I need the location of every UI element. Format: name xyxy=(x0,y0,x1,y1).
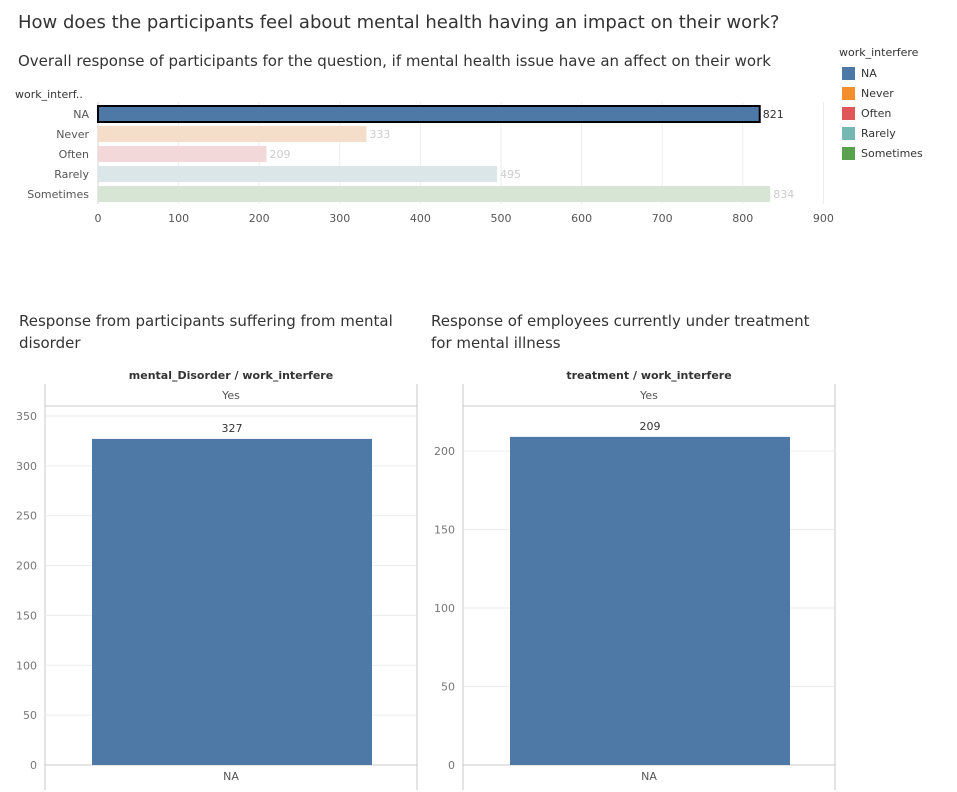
bar-na xyxy=(510,436,790,765)
work-interfere-bar-chart: work_interf.. 0 100 200 300 400 500 600 700 800 90… xyxy=(15,88,834,225)
bar-sometimes xyxy=(98,186,771,202)
data-label: 495 xyxy=(500,168,521,181)
y-tick-label: 0 xyxy=(30,759,37,772)
x-tick-label: 900 xyxy=(813,212,834,225)
y-tick-label: 300 xyxy=(16,460,37,473)
legend-label: Sometimes xyxy=(861,146,923,160)
x-tick-label: 200 xyxy=(249,212,270,225)
y-tick-label: 100 xyxy=(434,602,455,615)
legend-swatch xyxy=(842,106,855,120)
x-tick-label: 500 xyxy=(491,212,512,225)
column-header: Yes xyxy=(639,389,658,402)
x-category-label: NA xyxy=(223,770,239,783)
x-tick-label: 700 xyxy=(652,212,673,225)
legend-label: NA xyxy=(861,66,877,80)
column-header: Yes xyxy=(221,389,240,402)
x-tick-label: 600 xyxy=(571,212,592,225)
bar-often xyxy=(98,146,267,162)
legend-swatch xyxy=(842,126,855,140)
x-tick-label: 800 xyxy=(732,212,753,225)
panel-header: treatment / work_interfere xyxy=(566,369,731,382)
y-tick-label: 200 xyxy=(16,560,37,573)
x-tick-label: 0 xyxy=(95,212,102,225)
category-label: Rarely xyxy=(54,168,89,181)
legend-item-na[interactable]: NA xyxy=(842,65,877,81)
panel1-title: Response from participants suffering fro… xyxy=(19,312,393,352)
y-tick-label: 350 xyxy=(16,410,37,423)
bar-chart-subtitle: Overall response of participants for the… xyxy=(18,52,771,70)
legend-label: Rarely xyxy=(861,126,896,140)
bar-rarely xyxy=(98,166,497,182)
y-axis-label: work_interf.. xyxy=(15,88,83,101)
legend-title: work_interfere xyxy=(839,46,919,59)
legend-swatch xyxy=(842,66,855,80)
data-label: 209 xyxy=(640,420,661,433)
bar-na xyxy=(92,438,372,765)
y-tick-label: 250 xyxy=(16,510,37,523)
data-label: 821 xyxy=(763,108,784,121)
legend-label: Often xyxy=(861,106,892,120)
y-tick-label: 150 xyxy=(16,609,37,622)
x-tick-label: 300 xyxy=(329,212,350,225)
bar-na xyxy=(97,105,761,123)
data-label: 327 xyxy=(222,422,243,435)
x-category-label: NA xyxy=(641,770,657,783)
legend-item-never[interactable]: Never xyxy=(842,85,894,101)
panel2-title: Response of employees currently under tr… xyxy=(431,312,810,352)
category-label: Sometimes xyxy=(27,188,89,201)
mental-disorder-bar-chart: mental_Disorder / work_interfere Yes 0 50 10… xyxy=(16,369,418,790)
data-label: 834 xyxy=(773,188,794,201)
data-label: 209 xyxy=(269,148,290,161)
x-tick-label: 100 xyxy=(168,212,189,225)
category-label: Often xyxy=(59,148,89,161)
data-label: 333 xyxy=(369,128,390,141)
category-label: NA xyxy=(73,108,89,121)
legend-item-often[interactable]: Often xyxy=(842,105,891,121)
panel-header: mental_Disorder / work_interfere xyxy=(129,369,333,382)
bar-never xyxy=(98,126,367,142)
legend-swatch xyxy=(842,146,855,160)
y-tick-label: 0 xyxy=(448,759,455,772)
legend-swatch xyxy=(842,86,855,100)
dashboard-title: How does the participants feel about men… xyxy=(18,12,780,33)
y-tick-label: 150 xyxy=(434,524,455,537)
legend-item-sometimes[interactable]: Sometimes xyxy=(842,145,923,161)
y-tick-label: 50 xyxy=(23,709,37,722)
legend-label: Never xyxy=(861,86,894,100)
y-tick-label: 50 xyxy=(441,681,455,694)
x-tick-label: 400 xyxy=(410,212,431,225)
y-tick-label: 200 xyxy=(434,445,455,458)
y-tick-label: 100 xyxy=(16,659,37,672)
category-label: Never xyxy=(56,128,89,141)
treatment-bar-chart: treatment / work_interfere Yes 0 50 100 150 20… xyxy=(434,369,836,790)
legend-item-rarely[interactable]: Rarely xyxy=(842,125,896,141)
